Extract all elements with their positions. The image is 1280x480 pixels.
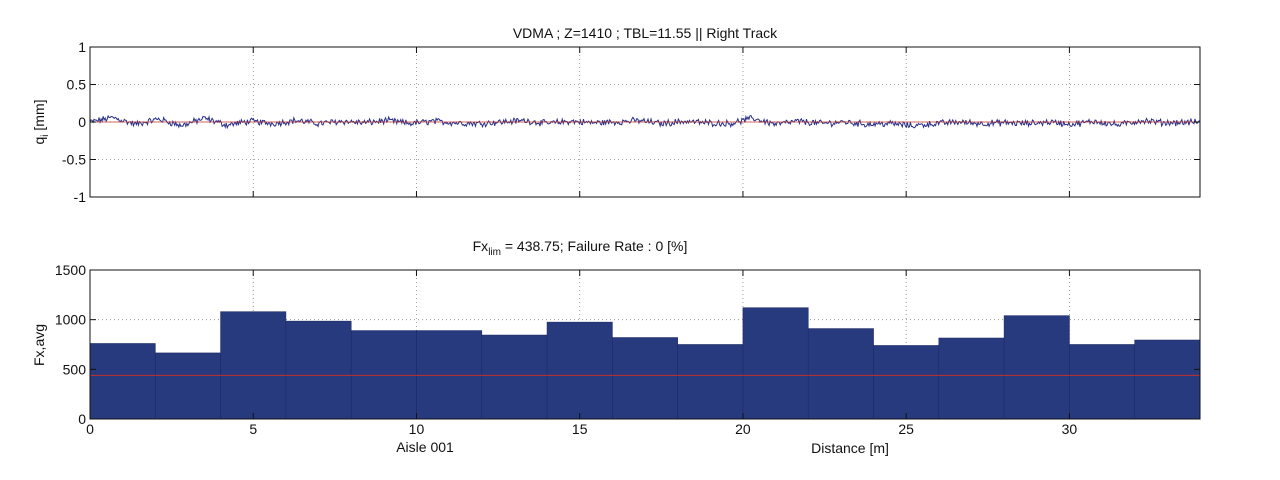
- x-tick-label: 10: [409, 421, 425, 437]
- y-tick-label: 1: [78, 39, 86, 55]
- x-tick-label: 30: [1062, 421, 1078, 437]
- bar: [612, 337, 678, 420]
- bar: [677, 344, 744, 420]
- bar: [1003, 315, 1070, 420]
- bottom-title-prefix: Fx: [473, 238, 489, 254]
- bottom-bars: [89, 307, 1201, 420]
- bar: [546, 321, 613, 420]
- y-tick-label: 0.5: [67, 77, 87, 93]
- bottom-y-axis-label: Fx,avg: [31, 324, 47, 366]
- bottom-title-suffix: = 438.75; Failure Rate : 0 [%]: [501, 238, 687, 254]
- bar: [154, 352, 221, 420]
- top-y-axis-label-main: q: [31, 137, 47, 145]
- top-y-tick-labels: -1 -0.5 0 0.5 1: [62, 39, 86, 205]
- bar: [350, 330, 417, 420]
- top-ticks: [89, 46, 1200, 198]
- bottom-panel: Fxlim = 438.75; Failure Rate : 0 [%] 050…: [31, 238, 1201, 456]
- y-tick-label: 500: [63, 361, 87, 377]
- y-tick-label: 1000: [55, 312, 86, 328]
- top-y-axis-label-sub: i: [40, 134, 51, 136]
- bottom-ticks: [89, 269, 1200, 420]
- top-y-axis-label-unit: [mm]: [31, 99, 47, 134]
- bottom-x-axis-label: Distance [m]: [811, 440, 889, 456]
- bar: [220, 311, 287, 420]
- bar: [742, 307, 809, 420]
- top-y-axis-label: qi [mm]: [31, 99, 51, 144]
- bottom-plot-frame: [89, 269, 1201, 420]
- top-panel: VDMA ; Z=1410 ; TBL=11.55 || Right Track…: [31, 25, 1201, 205]
- bar: [938, 337, 1005, 420]
- bar: [416, 330, 483, 420]
- bar: [285, 320, 352, 420]
- bar: [873, 345, 940, 420]
- bar: [481, 334, 548, 420]
- x-tick-label: 5: [249, 421, 257, 437]
- x-tick-label: 25: [898, 421, 914, 437]
- bottom-y-tick-labels: 0 500 1000 1500: [55, 262, 86, 427]
- y-tick-label: 1500: [55, 262, 86, 278]
- y-tick-label: 0: [78, 114, 86, 130]
- bar: [89, 343, 156, 420]
- bottom-x-tick-labels: 0 5 10 15 20 25 30: [86, 421, 1077, 437]
- bar: [1134, 339, 1201, 420]
- bar: [1069, 344, 1136, 420]
- y-tick-label: 0: [78, 411, 86, 427]
- bottom-title: Fxlim = 438.75; Failure Rate : 0 [%]: [473, 238, 688, 258]
- y-tick-label: -0.5: [62, 152, 86, 168]
- x-tick-label: 20: [735, 421, 751, 437]
- bar: [807, 328, 874, 420]
- bottom-title-sub: lim: [488, 247, 501, 258]
- y-tick-label: -1: [74, 189, 87, 205]
- top-title: VDMA ; Z=1410 ; TBL=11.55 || Right Track: [513, 25, 778, 41]
- x-tick-label: 0: [86, 421, 94, 437]
- x-tick-label: 15: [572, 421, 588, 437]
- aisle-annotation: Aisle 001: [396, 439, 454, 455]
